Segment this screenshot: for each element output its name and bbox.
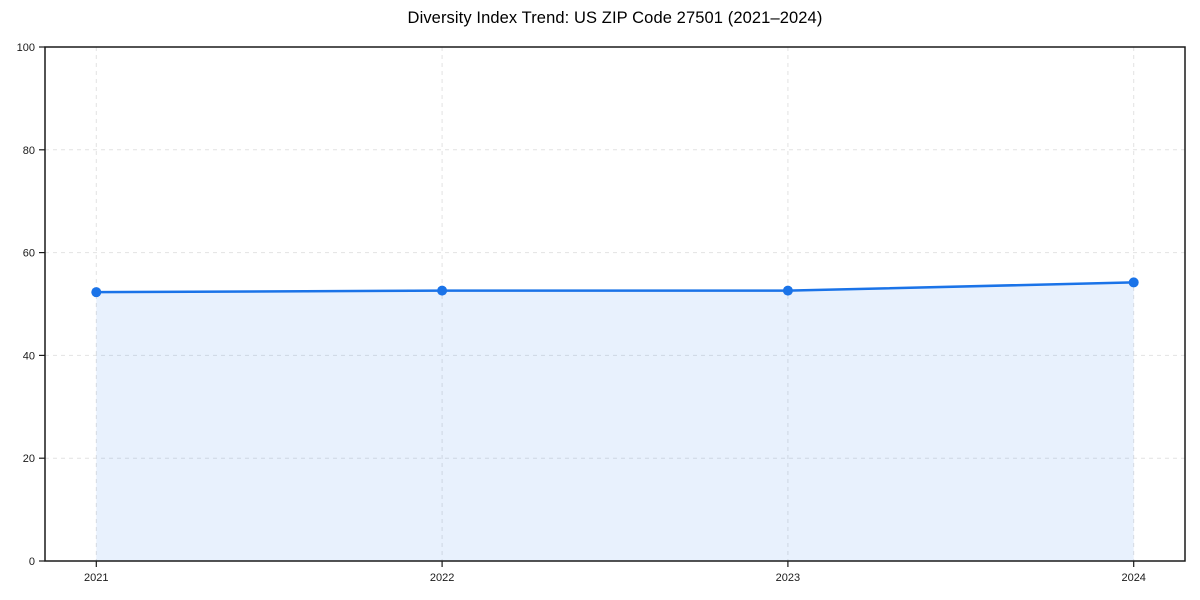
data-point-2024: [1128, 277, 1139, 288]
y-tick-label: 40: [23, 350, 35, 362]
y-tick-label: 80: [23, 145, 35, 157]
trend-line: [95, 281, 1135, 294]
y-tick-label: 60: [23, 248, 35, 260]
chart-title: Diversity Index Trend: US ZIP Code 27501…: [407, 9, 823, 27]
y-tick-label: 20: [23, 453, 35, 465]
data-point-2023: [782, 285, 793, 296]
x-tick-label: 2024: [1121, 572, 1145, 584]
axes-border: [44, 46, 1186, 562]
y-tick-label: 0: [29, 556, 35, 568]
x-tick-label: 2023: [776, 572, 800, 584]
x-tick-label: 2022: [430, 572, 454, 584]
x-tick-label: 2021: [84, 572, 108, 584]
area-fill: [96, 282, 1134, 561]
y-tick-label: 100: [17, 42, 35, 54]
data-point-2021: [91, 287, 102, 298]
data-point-2022: [437, 285, 448, 296]
